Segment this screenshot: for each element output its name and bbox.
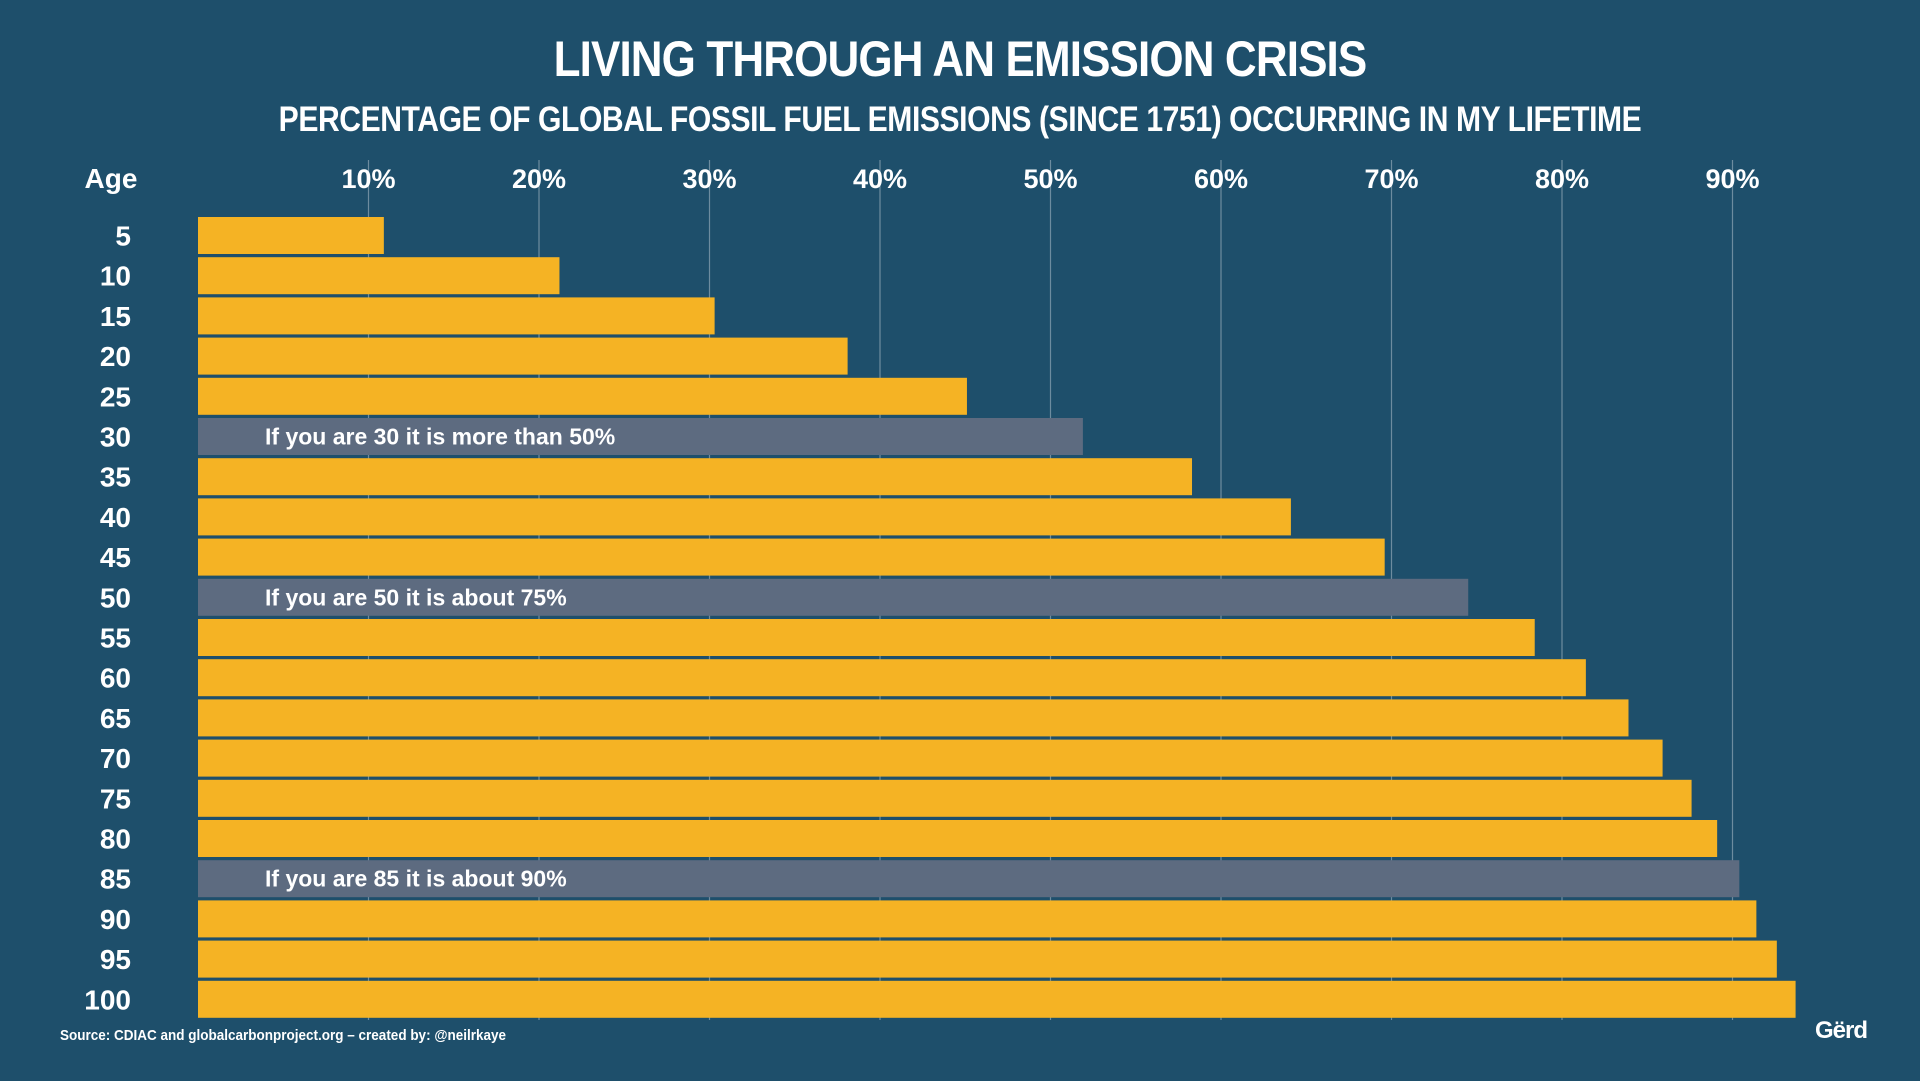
bar-age-45 — [198, 538, 1385, 576]
age-label: 65 — [100, 703, 131, 734]
annotation-age-85: If you are 85 it is about 90% — [265, 866, 567, 892]
bar-age-35 — [198, 458, 1193, 496]
brand-logo: Gërd — [1815, 1017, 1868, 1044]
age-label: 35 — [100, 462, 131, 493]
x-tick-label: 60% — [1194, 164, 1248, 194]
bar-age-95 — [198, 940, 1777, 978]
bar-age-40 — [198, 498, 1291, 536]
chart-subtitle: PERCENTAGE OF GLOBAL FOSSIL FUEL EMISSIO… — [278, 100, 1642, 139]
highlight-bar-age-85 — [198, 860, 1740, 898]
age-label: 80 — [100, 824, 131, 855]
age-label: 30 — [100, 422, 131, 453]
age-label: 20 — [100, 341, 131, 372]
age-label: 70 — [100, 743, 131, 774]
x-tick-label: 50% — [1023, 164, 1077, 194]
annotation-age-50: If you are 50 it is about 75% — [265, 584, 567, 610]
x-tick-label: 40% — [853, 164, 907, 194]
bar-age-10 — [198, 257, 560, 295]
bar-age-15 — [198, 297, 715, 335]
bar-age-65 — [198, 699, 1629, 737]
bar-age-60 — [198, 659, 1586, 697]
source-credit: Source: CDIAC and globalcarbonproject.or… — [60, 1027, 507, 1044]
x-tick-label: 10% — [341, 164, 395, 194]
age-label: 75 — [100, 783, 131, 814]
age-label: 15 — [100, 301, 131, 332]
age-label: 60 — [100, 663, 131, 694]
bar-age-75 — [198, 779, 1692, 817]
annotation-age-30: If you are 30 it is more than 50% — [265, 424, 615, 450]
age-label: 45 — [100, 542, 131, 573]
age-label: 5 — [115, 221, 131, 252]
age-label: 85 — [100, 864, 131, 895]
age-label: 90 — [100, 904, 131, 935]
bar-age-70 — [198, 739, 1663, 777]
x-tick-label: 70% — [1364, 164, 1418, 194]
x-tick-label: 80% — [1535, 164, 1589, 194]
age-label: 40 — [100, 502, 131, 533]
age-label: 95 — [100, 944, 131, 975]
x-tick-label: 90% — [1705, 164, 1759, 194]
bar-age-100 — [198, 980, 1796, 1018]
age-label: 100 — [84, 984, 131, 1015]
x-tick-label: 30% — [682, 164, 736, 194]
bar-age-20 — [198, 337, 848, 375]
age-label: 55 — [100, 623, 131, 654]
highlight-bar-age-50 — [198, 578, 1469, 616]
y-axis-title: Age — [85, 163, 138, 194]
bar-age-80 — [198, 820, 1718, 857]
labels: 10% 20% 30% 40% 50% 60% 70% 80% 90% Age 5 10 15 20 25 3… — [84, 163, 1759, 1015]
highlight-bar-age-30 — [198, 418, 1083, 455]
bar-age-55 — [198, 619, 1535, 656]
chart-title: LIVING THROUGH AN EMISSION CRISIS — [553, 31, 1368, 87]
bar-age-90 — [198, 900, 1757, 938]
bars — [198, 217, 1796, 1018]
age-label: 25 — [100, 381, 131, 412]
age-label: 10 — [100, 261, 131, 292]
bar-age-25 — [198, 377, 967, 415]
age-label: 50 — [100, 582, 131, 613]
bar-age-5 — [198, 217, 384, 254]
x-tick-label: 20% — [512, 164, 566, 194]
